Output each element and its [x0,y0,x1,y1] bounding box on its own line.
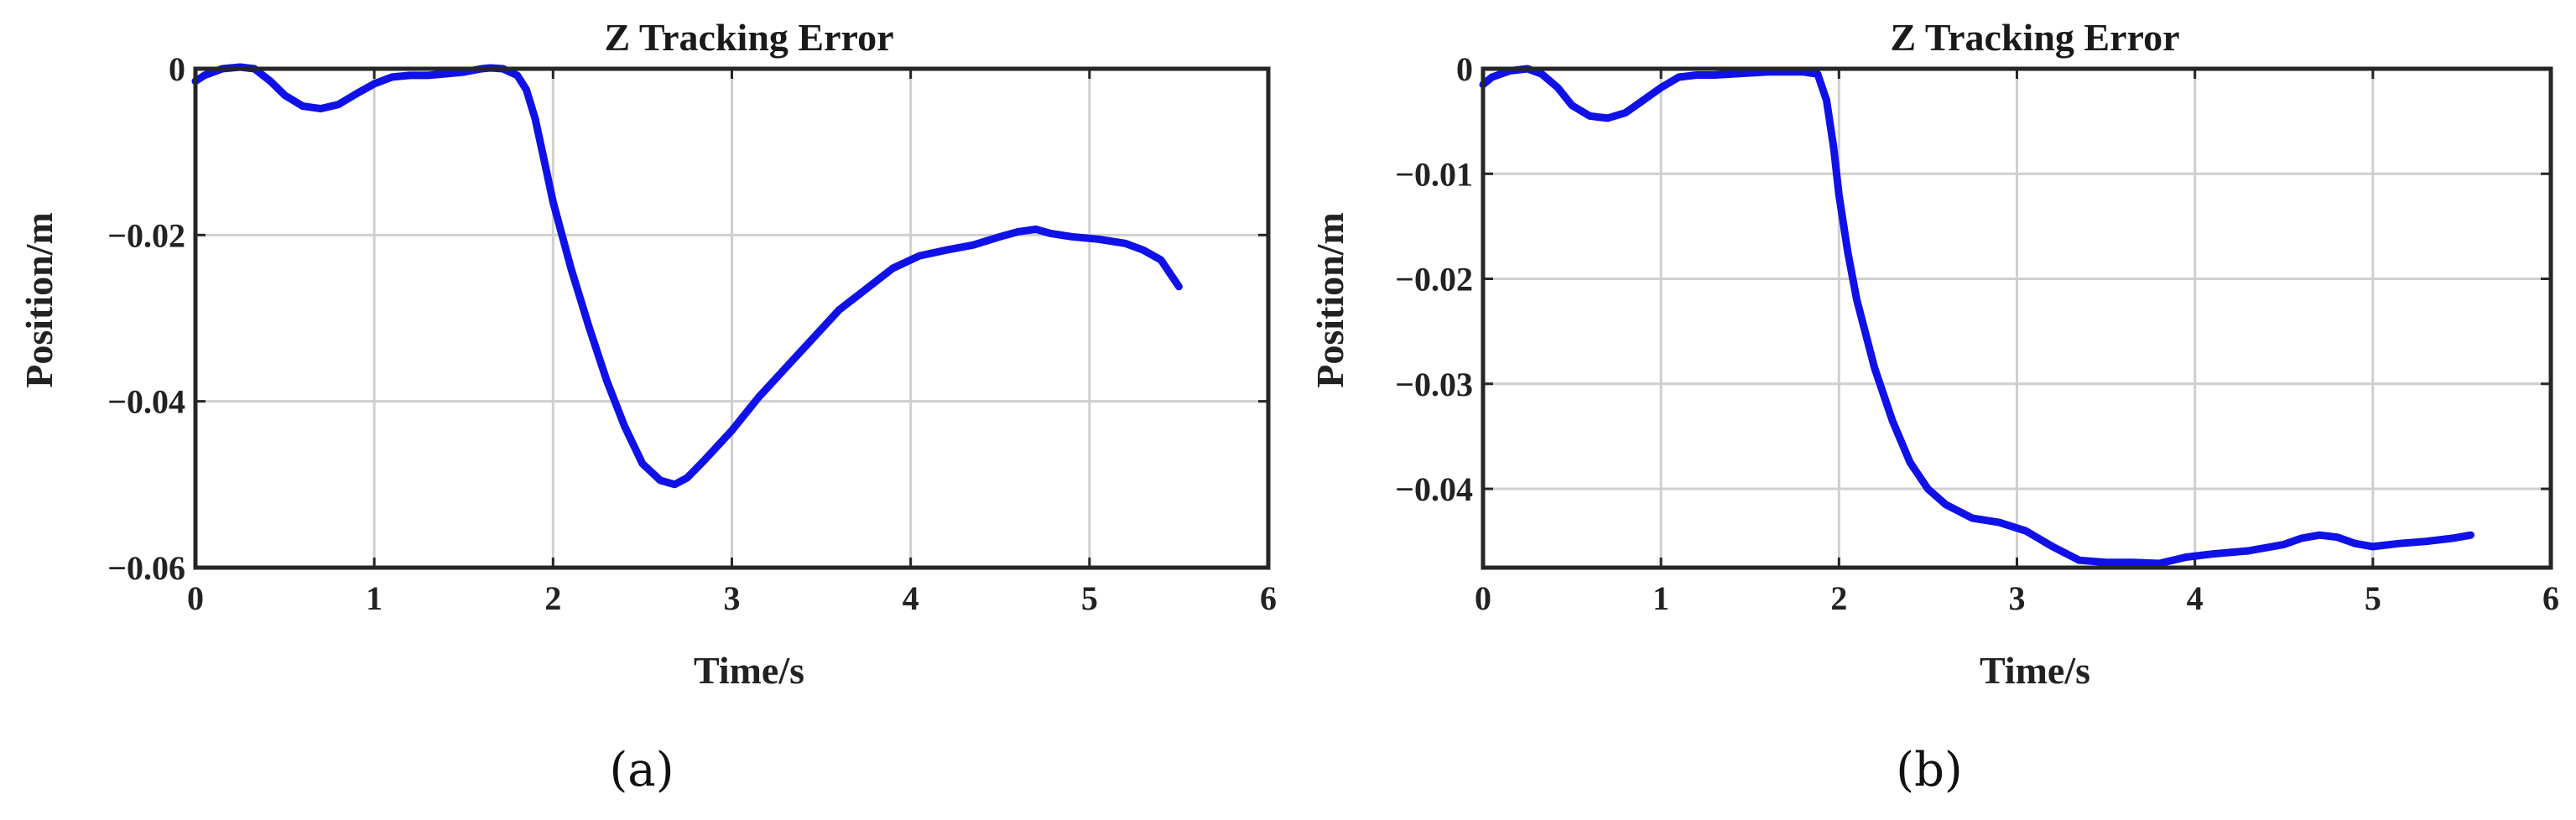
panel-a: Z Tracking Error Position/m Time/s 0 1 2 3 4… [18,16,1277,797]
y-tick-label-b-3: −0.03 [1395,366,1473,403]
y-tick-label-b-2: −0.02 [1395,261,1473,298]
y-axis-label-b: Position/m [1309,212,1351,388]
chart-title-a: Z Tracking Error [605,16,894,59]
plot-frame-b [1481,66,2553,570]
x-tick-label-b-6: 6 [2542,579,2559,617]
y-tick-label-a-0: 0 [169,50,185,88]
x-tick-label-a-5: 5 [1081,579,1098,617]
series-line-b-0 [1479,65,2475,568]
panel-caption-a: (a) [609,743,674,797]
y-tick-label-b-0: 0 [1456,50,1473,88]
panel-b: Z Tracking Error Position/m Time/s 0 1 2 3 4… [1309,16,2559,797]
x-tick-label-a-3: 3 [724,579,741,617]
y-axis-label-a: Position/m [18,212,60,388]
y-tick-label-a-1: −0.02 [107,216,185,254]
y-tick-label-b-1: −0.01 [1395,155,1473,193]
x-tick-label-b-1: 1 [1652,579,1669,617]
x-tick-label-b-3: 3 [2009,579,2026,617]
y-tick-label-a-2: −0.04 [107,383,185,421]
chart-title-b: Z Tracking Error [1891,16,2180,59]
x-tick-label-b-0: 0 [1475,579,1491,617]
plot-frame-a [193,66,1271,570]
x-tick-label-a-0: 0 [187,579,204,617]
x-tick-label-a-6: 6 [1260,579,1277,617]
axes-a: 0 1 2 3 4 5 6 0 −0.02 −0.04 −0.06 [107,50,1277,617]
x-tick-label-b-4: 4 [2187,579,2204,617]
x-tick-label-a-4: 4 [903,579,919,617]
x-tick-label-b-5: 5 [2365,579,2381,617]
x-tick-label-a-1: 1 [366,579,382,617]
y-tick-label-a-3: −0.06 [107,549,185,587]
x-axis-label-b: Time/s [1980,649,2090,692]
series-line-a-0 [191,63,1183,489]
panel-caption-b: (b) [1896,743,1963,797]
axes-b: 0 1 2 3 4 5 6 0 −0.01 −0.02 −0.03 −0.04 [1395,50,2559,617]
x-axis-label-a: Time/s [694,649,804,692]
x-tick-label-a-2: 2 [544,579,561,617]
y-tick-label-b-4: −0.04 [1395,470,1473,508]
x-tick-label-b-2: 2 [1830,579,1847,617]
